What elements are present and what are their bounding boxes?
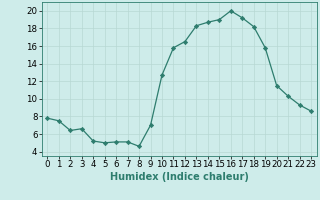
X-axis label: Humidex (Indice chaleur): Humidex (Indice chaleur) <box>110 172 249 182</box>
